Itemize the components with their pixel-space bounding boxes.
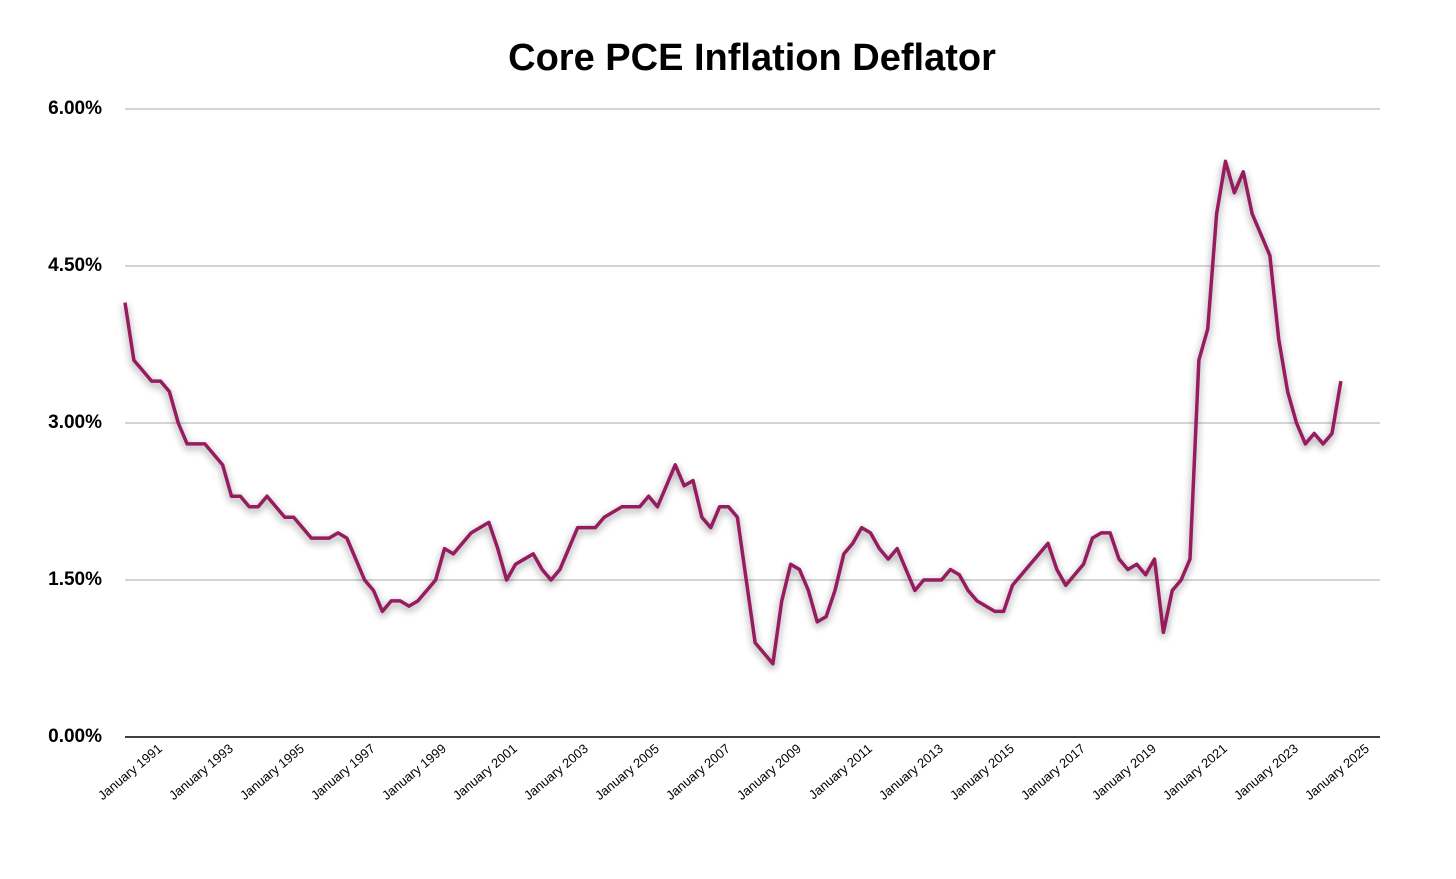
x-tick-label: January 2009 — [734, 741, 804, 803]
x-tick-label: January 1991 — [95, 741, 165, 803]
x-tick-label: January 2023 — [1231, 741, 1301, 803]
x-tick-label: January 2007 — [663, 741, 733, 803]
chart-title: Core PCE Inflation Deflator — [508, 37, 996, 79]
y-tick-label: 3.00% — [48, 412, 102, 433]
x-tick-label: January 2003 — [521, 741, 591, 803]
x-tick-label: January 2005 — [592, 741, 662, 803]
x-tick-label: January 2021 — [1160, 741, 1230, 803]
x-tick-label: January 2017 — [1018, 741, 1088, 803]
y-tick-label: 1.50% — [48, 569, 102, 590]
x-tick-label: January 2011 — [806, 741, 875, 803]
x-tick-label: January 1995 — [237, 741, 307, 803]
x-tick-label: January 1993 — [166, 741, 236, 803]
data-line — [123, 159, 1343, 666]
x-tick-label: January 1999 — [379, 741, 449, 803]
x-tick-label: January 1997 — [308, 741, 378, 803]
x-tick-label: January 2015 — [947, 741, 1017, 803]
y-tick-label: 0.00% — [48, 726, 102, 747]
y-tick-label: 4.50% — [48, 255, 102, 276]
y-tick-label: 6.00% — [48, 98, 102, 119]
x-tick-label: January 2019 — [1089, 741, 1159, 803]
x-tick-label: January 2001 — [450, 741, 520, 803]
x-tick-label: January 2025 — [1302, 741, 1372, 803]
x-tick-label: January 2013 — [876, 741, 946, 803]
